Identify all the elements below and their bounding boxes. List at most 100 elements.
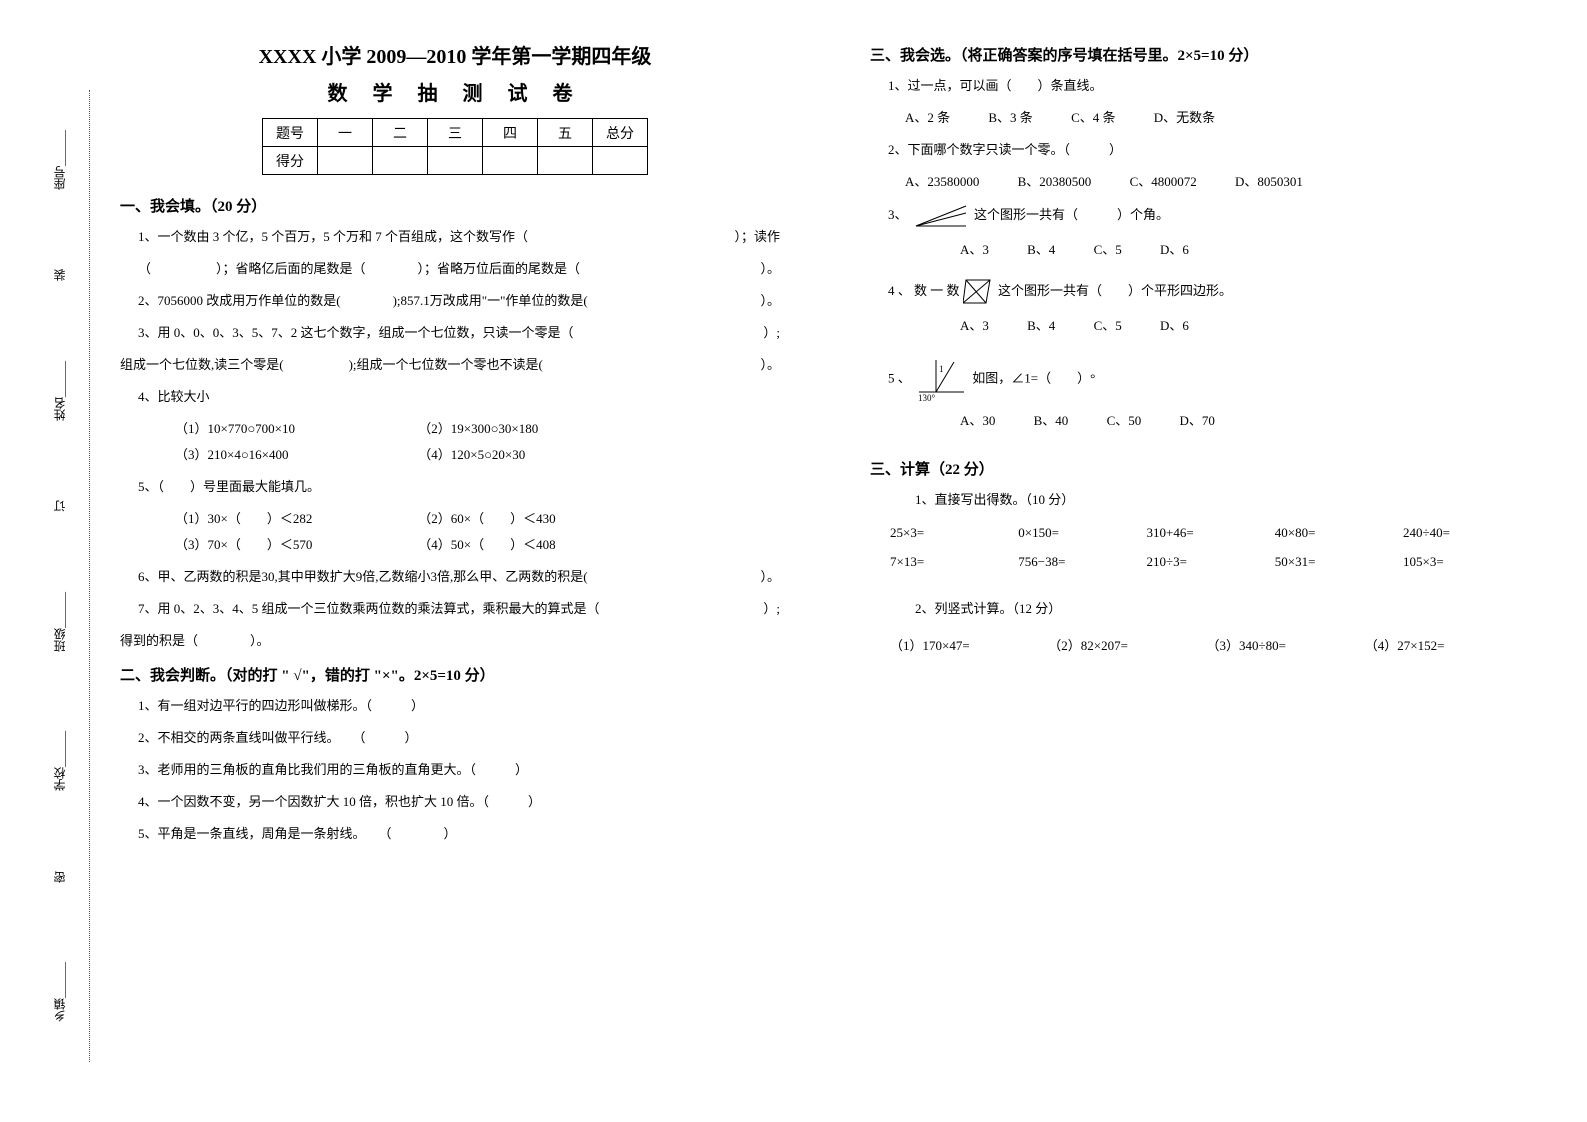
question-text: 4 、 数 一 数	[888, 283, 960, 298]
calc-row: （1）170×47= （2）82×207= （3）340÷80= （4）27×1…	[890, 632, 1540, 661]
section-title: 三、我会选。（将正确答案的序号填在括号里。2×5=10 分）	[870, 44, 1540, 65]
options: A、3 B、4 C、5 D、6	[960, 237, 1540, 263]
question: 2、下面哪个数字只读一个零。（ ）	[888, 137, 1540, 163]
question: 5、（ ）号里面最大能填几。	[138, 474, 790, 500]
table-cell: 一	[318, 119, 373, 147]
question: 1、有一组对边平行的四边形叫做梯形。（ ）	[138, 693, 790, 719]
option: C、50	[1107, 408, 1142, 434]
question: 4 、 数 一 数 这个图形一共有（ ）个平形四边形。	[888, 277, 1540, 307]
sub-item: （2）60×（ ）＜430	[418, 511, 555, 526]
sub-question: （1）30×（ ）＜282 （2）60×（ ）＜430	[175, 506, 790, 532]
option: B、3 条	[988, 105, 1032, 131]
option: A、3	[960, 313, 989, 339]
table-cell	[538, 147, 593, 175]
calc-item: （1）170×47=	[890, 632, 1045, 661]
option: A、23580000	[905, 169, 979, 195]
calc-item: 756−38=	[1018, 548, 1143, 577]
question-text: 组成一个七位数,读三个零是( );组成一个七位数一个零也不读是(	[120, 357, 543, 372]
question: 2、不相交的两条直线叫做平行线。 （ ）	[138, 725, 790, 751]
calc-row: 7×13= 756−38= 210÷3= 50×31= 105×3=	[890, 548, 1540, 577]
table-cell: 总分	[593, 119, 648, 147]
table-cell	[593, 147, 648, 175]
question-end: ）。	[760, 352, 780, 378]
option: A、30	[960, 408, 995, 434]
calc-item: 105×3=	[1403, 548, 1528, 577]
parallelogram-figure-icon	[963, 277, 995, 307]
option: B、20380500	[1018, 169, 1092, 195]
question-text: 1、一个数由 3 个亿，5 个百万，5 个万和 7 个百组成，这个数写作（	[138, 229, 528, 244]
question: 1、一个数由 3 个亿，5 个百万，5 个万和 7 个百组成，这个数写作（ ）；…	[138, 224, 790, 250]
question-end: ）。	[760, 256, 780, 282]
binding-marker: 密	[51, 871, 68, 883]
question: 4、一个因数不变，另一个因数扩大 10 倍，积也扩大 10 倍。（ ）	[138, 789, 790, 815]
question-text: 7、用 0、2、3、4、5 组成一个三位数乘两位数的乘法算式，乘积最大的算式是（	[138, 601, 600, 616]
question-text: 3、	[888, 207, 908, 222]
option: D、6	[1160, 313, 1189, 339]
sub-item: （4）50×（ ）＜408	[418, 537, 555, 552]
option: A、2 条	[905, 105, 950, 131]
question: 3、用 0、0、0、3、5、7、2 这七个数字，组成一个七位数，只读一个零是（ …	[138, 320, 790, 346]
table-cell: 二	[373, 119, 428, 147]
binding-marker: 装	[51, 269, 68, 281]
question-end: ）;	[763, 320, 780, 346]
question-end: ）；读作	[734, 224, 780, 250]
calc-item: 210÷3=	[1147, 548, 1272, 577]
sub-title: 2、列竖式计算。（12 分）	[915, 596, 1540, 622]
question: 3、 这个图形一共有（ ）个角。	[888, 201, 1540, 231]
option: D、6	[1160, 237, 1189, 263]
table-cell: 四	[483, 119, 538, 147]
sub-question: （1）10×770○700×10 （2）19×300○30×180	[175, 416, 790, 442]
sub-item: （4）120×5○20×30	[418, 447, 525, 462]
binding-label: 姓名______	[51, 361, 68, 421]
option: B、40	[1034, 408, 1069, 434]
question-text: （ ）；省略亿后面的尾数是（ ）；省略万位后面的尾数是（	[138, 261, 580, 276]
question: 得到的积是（ ）。	[120, 628, 790, 654]
calc-item: （2）82×207=	[1048, 632, 1203, 661]
table-cell	[428, 147, 483, 175]
calc-item: 7×13=	[890, 548, 1015, 577]
question-end: ）;	[763, 596, 780, 622]
section-title: 二、我会判断。（对的打 " √"，错的打 "×"。2×5=10 分）	[120, 664, 790, 685]
question: 2、7056000 改成用万作单位的数是( );857.1万改成用"一"作单位的…	[138, 288, 790, 314]
option: B、4	[1027, 237, 1055, 263]
option: B、4	[1027, 313, 1055, 339]
page-title: XXXX 小学 2009—2010 学年第一学期四年级	[120, 40, 790, 69]
option: D、8050301	[1235, 169, 1303, 195]
sub-item: （3）210×4○16×400	[175, 442, 415, 468]
option: C、5	[1094, 313, 1122, 339]
calc-row: 25×3= 0×150= 310+46= 40×80= 240÷40=	[890, 519, 1540, 548]
binding-label: 学校______	[51, 731, 68, 791]
question-text: 5 、	[888, 370, 911, 385]
option: C、5	[1094, 237, 1122, 263]
section-title: 一、我会填。（20 分）	[120, 195, 790, 216]
question-text: 这个图形一共有（ ）个角。	[974, 207, 1169, 222]
question: 1、过一点，可以画（ ）条直线。	[888, 73, 1540, 99]
page-subtitle: 数 学 抽 测 试 卷	[120, 77, 790, 106]
table-cell	[373, 147, 428, 175]
sub-item: （1）10×770○700×10	[175, 416, 415, 442]
options: A、30 B、40 C、50 D、70	[960, 408, 1540, 434]
option: D、无数条	[1154, 105, 1215, 131]
question-text: 3、用 0、0、0、3、5、7、2 这七个数字，组成一个七位数，只读一个零是（	[138, 325, 574, 340]
question: 6、甲、乙两数的积是30,其中甲数扩大9倍,乙数缩小3倍,那么甲、乙两数的积是(…	[138, 564, 790, 590]
question: 组成一个七位数,读三个零是( );组成一个七位数一个零也不读是( ）。	[120, 352, 790, 378]
sub-question: （3）210×4○16×400 （4）120×5○20×30	[175, 442, 790, 468]
option: C、4 条	[1071, 105, 1115, 131]
question: 5、平角是一条直线，周角是一条射线。 （ ）	[138, 821, 790, 847]
score-table: 题号 一 二 三 四 五 总分 得分	[262, 118, 648, 175]
question: 3、老师用的三角板的直角比我们用的三角板的直角更大。（ ）	[138, 757, 790, 783]
sub-item: （1）30×（ ）＜282	[175, 506, 415, 532]
calc-item: （4）27×152=	[1365, 632, 1520, 661]
right-column: 三、我会选。（将正确答案的序号填在括号里。2×5=10 分） 1、过一点，可以画…	[870, 40, 1540, 853]
sub-question: （3）70×（ ）＜570 （4）50×（ ）＜408	[175, 532, 790, 558]
table-row: 题号 一 二 三 四 五 总分	[263, 119, 648, 147]
table-row: 得分	[263, 147, 648, 175]
option: C、4800072	[1130, 169, 1197, 195]
binding-label: 班级______	[51, 592, 68, 652]
section-title: 三、计算（22 分）	[870, 458, 1540, 479]
left-column: XXXX 小学 2009—2010 学年第一学期四年级 数 学 抽 测 试 卷 …	[120, 40, 790, 853]
calc-item: 0×150=	[1018, 519, 1143, 548]
calc-item: 240÷40=	[1403, 519, 1528, 548]
question: 7、用 0、2、3、4、5 组成一个三位数乘两位数的乘法算式，乘积最大的算式是（…	[138, 596, 790, 622]
table-cell: 题号	[263, 119, 318, 147]
